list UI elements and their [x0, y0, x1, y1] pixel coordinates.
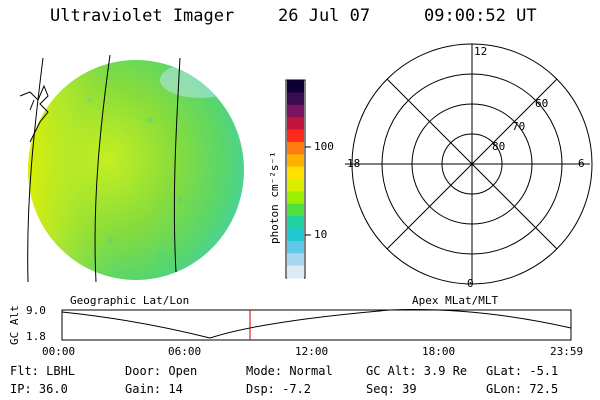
polar-hour-6: 6: [578, 157, 585, 170]
info-glon: GLon: 72.5: [486, 382, 559, 396]
altitude-curve: [61, 309, 572, 339]
info-seq: Seq: 39: [366, 382, 417, 396]
colorbar-tick-10: 10: [314, 228, 328, 241]
polar-hour-18: 18: [347, 157, 361, 170]
altitude-xtick-1200: 12:00: [295, 345, 329, 358]
colorbar-band: [287, 141, 304, 155]
altitude-ytick-low: 1.8: [26, 330, 46, 343]
polar-lat-70: 70: [512, 120, 526, 133]
info-dsp: Dsp: -7.2: [246, 382, 312, 396]
polar-grid: [345, 43, 593, 285]
time-label: 09:00:52 UT: [424, 6, 537, 26]
colorbar-band: [287, 265, 304, 279]
meridian-lines: [27, 54, 181, 283]
colorbar-band: [287, 129, 304, 143]
colorbar-band: [287, 154, 304, 168]
altitude-ylabel: GC Alt: [8, 305, 21, 345]
colorbar-band: [287, 117, 304, 130]
altitude-xtick-0600: 06:00: [168, 345, 202, 358]
info-gc-alt: GC Alt: 3.9 Re: [366, 364, 468, 378]
colorbar-band: [287, 216, 304, 229]
polar-caption: Apex MLat/MLT: [412, 294, 499, 307]
uv-earth-image: [28, 60, 244, 280]
coastline-outline: [19, 84, 49, 143]
altitude-xtick-1800: 18:00: [422, 345, 456, 358]
colorbar-band: [287, 228, 304, 242]
polar-lat-60: 60: [535, 97, 549, 110]
app-title: Ultraviolet Imager: [50, 6, 235, 26]
info-mode: Mode: Normal: [246, 364, 333, 378]
altitude-xtick-0000: 00:00: [42, 345, 76, 358]
colorbar-band: [287, 203, 304, 217]
color-scale-bar: [285, 79, 311, 279]
colorbar-band: [287, 191, 304, 205]
polar-hour-12: 12: [474, 45, 488, 58]
colorbar-band: [287, 92, 304, 106]
info-flt: Flt: LBHL: [10, 364, 76, 378]
polar-lat-80: 80: [492, 140, 506, 153]
colorbar-unit-label: photon cm⁻²s⁻¹: [268, 151, 281, 244]
colorbar-band: [287, 80, 304, 93]
colorbar-band: [287, 179, 304, 192]
info-glat: GLat: -5.1: [486, 364, 559, 378]
altitude-xtick-2359: 23:59: [550, 345, 584, 358]
date-label: 26 Jul 07: [278, 6, 371, 26]
altitude-plot: [61, 309, 572, 341]
colorbar-band: [287, 253, 304, 267]
colorbar-band: [287, 104, 304, 118]
colorbar-tick-100: 100: [314, 140, 334, 153]
left-map-caption: Geographic Lat/Lon: [70, 294, 190, 307]
info-door: Door: Open: [125, 364, 198, 378]
info-gain: Gain: 14: [125, 382, 183, 396]
colorbar-band: [287, 166, 304, 180]
colorbar-band: [287, 240, 304, 254]
info-ip: IP: 36.0: [10, 382, 68, 396]
polar-hour-0: 0: [467, 277, 474, 290]
altitude-ytick-high: 9.0: [26, 304, 46, 317]
